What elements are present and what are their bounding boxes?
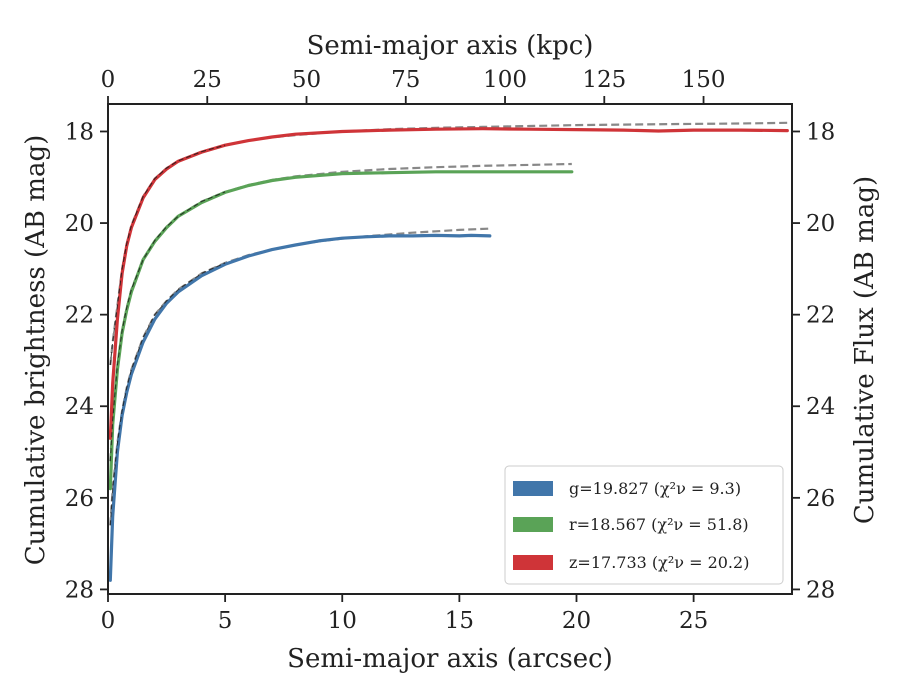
legend-box: [504, 465, 784, 585]
x-tick-label: 15: [445, 608, 474, 634]
legend-swatch-g: [513, 481, 553, 496]
top-axis-label: Semi-major axis (kpc): [307, 31, 594, 61]
top-tick-label: 75: [391, 67, 420, 93]
y-axis-label: Cumulative brightness (AB mag): [21, 135, 51, 566]
top-tick-label: 50: [292, 67, 321, 93]
right-tick-label: 22: [806, 303, 835, 329]
model-fit-r-model: [109, 162, 572, 462]
legend-label-g: g=19.827 (χ²ν = 9.3): [569, 479, 741, 498]
top-tick-label: 150: [682, 67, 726, 93]
y-tick-label: 18: [65, 119, 94, 145]
model-fit-g-model: [109, 227, 490, 526]
legend-swatch-r: [513, 517, 553, 532]
right-tick-label: 24: [806, 394, 835, 420]
legend-label-r: r=18.567 (χ²ν = 51.8): [569, 515, 749, 534]
legend-entry-g: g=19.827 (χ²ν = 9.3): [513, 479, 741, 498]
legend-label-z: z=17.733 (χ²ν = 20.2): [569, 553, 749, 572]
right-axis-ticks: 18 20 22 24 26 28: [792, 119, 835, 603]
top-tick-label: 25: [193, 67, 222, 93]
x-axis-ticks: 0 5 10 15 20 25: [101, 594, 708, 634]
y-tick-label: 26: [65, 486, 94, 512]
y-tick-label: 24: [65, 394, 94, 420]
x-tick-label: 20: [562, 608, 591, 634]
series-line-r: [108, 170, 574, 491]
model-fit-core-g-model: [109, 262, 226, 526]
model-fit-z-model: [109, 121, 788, 366]
right-tick-label: 18: [806, 119, 835, 145]
legend-entry-z: z=17.733 (χ²ν = 20.2): [513, 553, 749, 572]
y-tick-label: 22: [65, 303, 94, 329]
x-tick-label: 10: [328, 608, 357, 634]
series-line-g: [108, 233, 492, 582]
top-tick-label: 125: [582, 67, 626, 93]
legend: g=19.827 (χ²ν = 9.3) r=18.567 (χ²ν = 51.…: [504, 465, 784, 585]
plot-frame: [107, 103, 793, 595]
series-line-z: [108, 127, 789, 440]
data-series: [108, 127, 789, 582]
model-fit-core-z-model: [109, 144, 226, 366]
top-tick-label: 0: [101, 67, 116, 93]
right-tick-label: 20: [806, 211, 835, 237]
x-tick-label: 25: [679, 608, 708, 634]
right-axis-label: Cumulative Flux (AB mag): [850, 176, 880, 524]
model-fits: [109, 121, 788, 526]
model-fit-core-r-model: [109, 191, 226, 462]
right-tick-label: 28: [806, 577, 835, 603]
legend-swatch-z: [513, 555, 553, 570]
y-tick-label: 20: [65, 211, 94, 237]
x-tick-label: 5: [218, 608, 233, 634]
right-tick-label: 26: [806, 486, 835, 512]
top-tick-label: 100: [483, 67, 527, 93]
x-tick-label: 0: [101, 608, 116, 634]
top-axis-ticks: 0 25 50 75 100 125 150: [101, 67, 726, 104]
y-tick-label: 28: [65, 577, 94, 603]
y-axis-ticks: 18 20 22 24 26 28: [65, 119, 108, 603]
x-axis-label: Semi-major axis (arcsec): [287, 644, 613, 674]
legend-entry-r: r=18.567 (χ²ν = 51.8): [513, 515, 749, 534]
